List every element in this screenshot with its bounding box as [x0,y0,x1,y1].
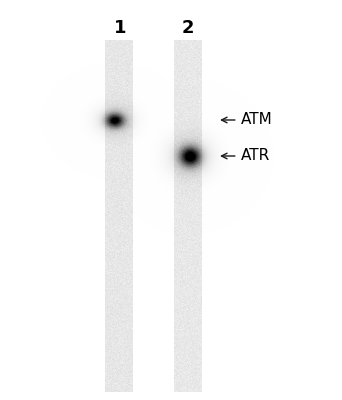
Text: ATR: ATR [241,148,271,164]
Text: 1: 1 [114,19,126,37]
Text: 2: 2 [182,19,194,37]
Text: ATM: ATM [241,112,273,128]
